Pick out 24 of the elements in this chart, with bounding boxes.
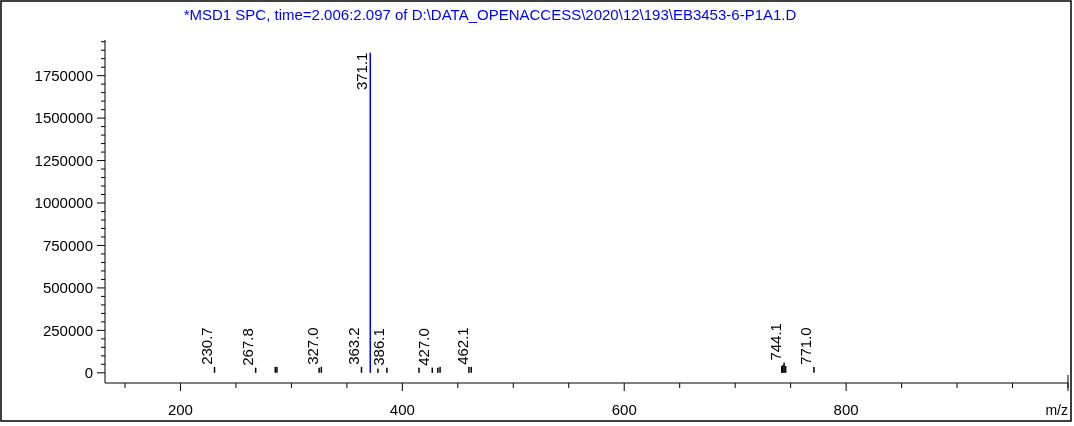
y-tick-label: 1250000	[34, 151, 93, 169]
annotation: 267.8	[238, 328, 256, 366]
y-tick-label: 1000000	[34, 194, 93, 212]
annotation: 744.1	[767, 323, 785, 361]
y-tick-label: 500000	[42, 279, 93, 297]
annotation: 386.1	[369, 328, 387, 366]
y-tick-label: 250000	[42, 321, 93, 339]
y-tick-label: 0	[84, 364, 93, 382]
x-tick-label: 800	[833, 401, 859, 418]
annotation: 771.0	[796, 327, 814, 365]
annotation: 230.7	[197, 327, 215, 365]
annotation: 462.1	[454, 327, 472, 365]
annotation: 371.1	[353, 52, 371, 91]
y-tick-label: 1750000	[34, 66, 93, 84]
annotation: 327.0	[304, 327, 322, 365]
chart-title: *MSD1 SPC, time=2.006:2.097 of D:\DATA_OPENACCESS\2020\12\193\EB3453-6-P1A1.D	[183, 6, 797, 23]
x-tick-label: 200	[167, 401, 193, 418]
x-axis-title: m/z	[1045, 402, 1068, 418]
annotation: 427.0	[415, 328, 433, 366]
y-tick-label: 750000	[42, 236, 93, 254]
x-tick-label: 600	[611, 401, 637, 418]
y-tick-label: 1500000	[34, 109, 93, 127]
annotation: 363.2	[344, 327, 362, 365]
x-tick-label: 400	[389, 401, 415, 418]
